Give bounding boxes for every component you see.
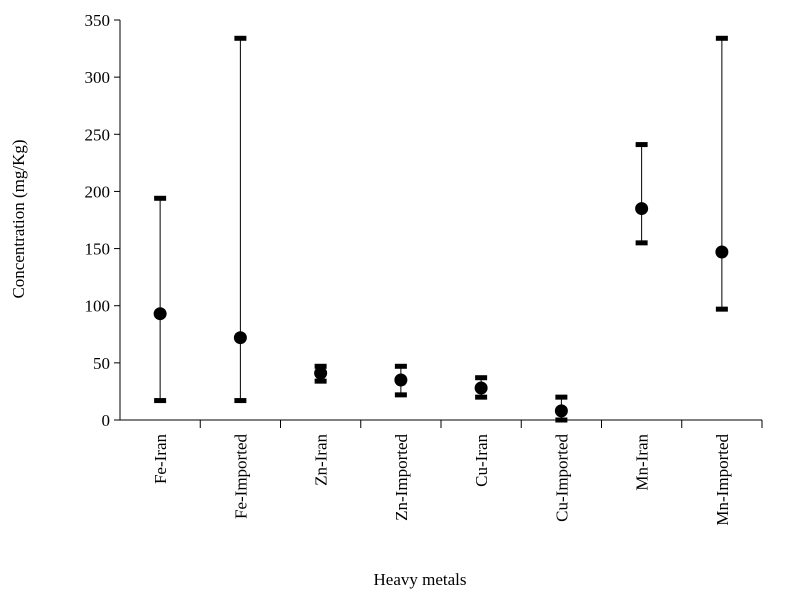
- y-tick-label: 200: [85, 182, 111, 201]
- error-bar-cap-max: [234, 35, 247, 41]
- error-bar-cap-max: [635, 142, 648, 148]
- data-point-mean: [153, 307, 167, 321]
- error-bar-cap-max: [314, 363, 327, 369]
- data-point-mean: [635, 202, 649, 216]
- error-bar-cap-min: [394, 392, 407, 398]
- y-tick-label: 0: [102, 411, 111, 430]
- x-category-label: Mn-Imported: [713, 434, 732, 526]
- data-series: [153, 35, 729, 423]
- error-bar-cap-max: [154, 195, 167, 201]
- y-tick-label: 300: [85, 68, 111, 87]
- x-category-label: Fe-Iran: [151, 434, 170, 485]
- error-bar-cap-max: [475, 375, 488, 381]
- error-bar-cap-max: [394, 363, 407, 369]
- x-axis: Fe-Iran Fe-Imported Zn-Iran Zn-Imported Cu-I…: [120, 419, 763, 526]
- x-category-label: Fe-Imported: [231, 434, 250, 519]
- data-point-mean: [233, 331, 247, 345]
- x-category-label: Zn-Iran: [312, 434, 331, 486]
- data-point-mean: [554, 404, 568, 418]
- y-tick-label: 50: [93, 354, 110, 373]
- error-bar-cap-min: [555, 417, 568, 423]
- x-axis-title: Heavy metals: [374, 570, 467, 589]
- x-category-label: Mn-Iran: [633, 434, 652, 491]
- error-bar-cap-min: [314, 378, 327, 384]
- x-category-label: Cu-Iran: [472, 434, 491, 487]
- error-bar-cap-min: [475, 394, 488, 400]
- data-point-mean: [314, 366, 328, 380]
- y-axis-title: Concentration (mg/Kg): [9, 139, 28, 298]
- data-point-mean: [715, 245, 729, 259]
- error-bar-cap-min: [635, 240, 648, 246]
- y-tick-label: 100: [85, 297, 111, 316]
- error-bar-cap-min: [234, 398, 247, 404]
- y-tick-label: 250: [85, 125, 111, 144]
- error-bar-cap-min: [715, 306, 728, 312]
- error-bar-cap-min: [154, 398, 167, 404]
- x-category-label: Cu-Imported: [552, 434, 571, 522]
- y-tick-label: 150: [85, 240, 111, 259]
- x-category-label: Zn-Imported: [392, 434, 411, 521]
- data-point-mean: [394, 373, 408, 387]
- data-point-mean: [474, 381, 488, 395]
- error-bar-cap-max: [555, 394, 568, 400]
- error-bar-cap-max: [715, 35, 728, 41]
- y-axis: 0 50 100 150 200 250 300 350: [85, 11, 121, 430]
- y-tick-label: 350: [85, 11, 111, 30]
